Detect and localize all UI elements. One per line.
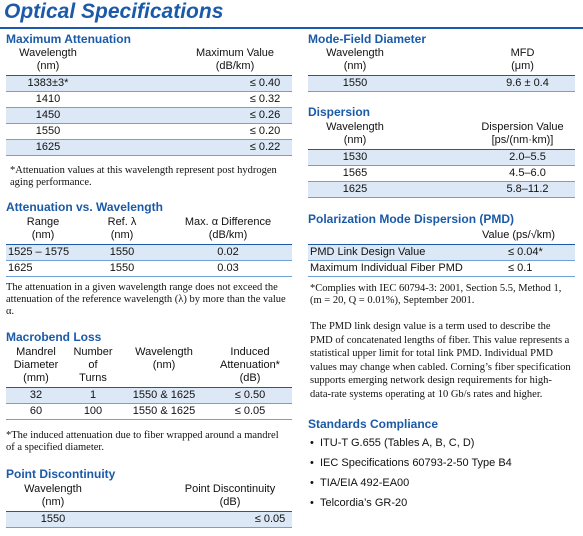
table-row: 1625 1550 0.03 bbox=[6, 260, 292, 277]
table-row: 1565 4.5–6.0 bbox=[308, 165, 575, 182]
col-header-ref: Ref. λ (nm) bbox=[80, 216, 164, 245]
macrobend-loss-table: Mandrel Diameter (mm) Number of Turns Wavele… bbox=[6, 346, 292, 420]
list-item: • Telcordia’s GR-20 bbox=[310, 497, 408, 509]
point-discontinuity-table: Wavelength (nm) Point Discontinuity (dB) 1… bbox=[6, 483, 292, 528]
col-header-wavelength: Wavelength (nm) bbox=[308, 47, 402, 76]
title-divider bbox=[0, 27, 583, 29]
dispersion-heading: Dispersion bbox=[308, 105, 371, 119]
table-row: 60 100 1550 & 1625 ≤ 0.05 bbox=[6, 403, 292, 420]
macrobend-loss-heading: Macrobend Loss bbox=[6, 330, 102, 344]
dispersion-table: Wavelength (nm) Dispersion Value [ps/(nm·k… bbox=[308, 121, 575, 198]
col-header-value: Value (ps/√km) bbox=[482, 229, 575, 245]
pmd-paragraph: The PMD link design value is a term used… bbox=[310, 321, 571, 400]
col-header-max-value: Maximum Value (dB/km) bbox=[90, 47, 292, 76]
max-attenuation-heading: Maximum Attenuation bbox=[6, 32, 131, 46]
list-item: • ITU-T G.655 (Tables A, B, C, D) bbox=[310, 437, 475, 449]
table-row: PMD Link Design Value ≤ 0.04* bbox=[308, 244, 575, 261]
col-header-wavelength: Wavelength (nm) bbox=[6, 483, 100, 512]
table-row: 1525 – 1575 1550 0.02 bbox=[6, 244, 292, 261]
table-row: 32 1 1550 & 1625 ≤ 0.50 bbox=[6, 387, 292, 404]
col-header-point-discontinuity: Point Discontinuity (dB) bbox=[100, 483, 292, 512]
max-attenuation-table: Wavelength (nm) Maximum Value (dB/km) 1383… bbox=[6, 47, 292, 156]
list-item: • IEC Specifications 60793-2-50 Type B4 bbox=[310, 457, 512, 469]
table-row: 1625 5.8–11.2 bbox=[308, 181, 575, 198]
col-header-range: Range (nm) bbox=[6, 216, 80, 245]
page-title: Optical Specifications bbox=[4, 0, 224, 23]
pmd-note: *Complies with IEC 60794-3: 2001, Sectio… bbox=[310, 283, 562, 306]
pmd-table: Value (ps/√km) PMD Link Design Value ≤ 0.… bbox=[308, 229, 575, 277]
point-discontinuity-heading: Point Discontinuity bbox=[6, 467, 116, 481]
table-row: 1550 ≤ 0.20 bbox=[6, 123, 292, 140]
pmd-heading: Polarization Mode Dispersion (PMD) bbox=[308, 212, 515, 226]
col-header-dispersion-value: Dispersion Value [ps/(nm·km)] bbox=[402, 121, 575, 150]
table-row: Maximum Individual Fiber PMD ≤ 0.1 bbox=[308, 260, 575, 277]
col-header-mandrel-diameter: Mandrel Diameter (mm) bbox=[6, 346, 66, 388]
atten-vs-wavelength-heading: Attenuation vs. Wavelength bbox=[6, 200, 163, 214]
col-header-number-of-turns: Number of Turns bbox=[66, 346, 120, 388]
col-header-induced-attenuation: Induced Attenuation* (dB) bbox=[208, 346, 292, 388]
standards-list: • ITU-T G.655 (Tables A, B, C, D) • IEC Sp… bbox=[310, 433, 512, 513]
atten-vs-wavelength-table: Range (nm) Ref. λ (nm) Max. α Difference (d… bbox=[6, 216, 292, 277]
atten-vs-wavelength-note: The attenuation in a given wavelength ra… bbox=[6, 282, 286, 317]
max-attenuation-note: *Attenuation values at this wavelength r… bbox=[10, 165, 277, 188]
list-item: • TIA/EIA 492-EA00 bbox=[310, 477, 410, 489]
standards-heading: Standards Compliance bbox=[308, 417, 439, 431]
mfd-table: Wavelength (nm) MFD (μm) 1550 9.6 ± 0.4 bbox=[308, 47, 575, 92]
table-row: 1550 9.6 ± 0.4 bbox=[308, 75, 575, 92]
col-header-wavelength: Wavelength (nm) bbox=[120, 346, 208, 388]
mfd-heading: Mode-Field Diameter bbox=[308, 32, 427, 46]
col-header-mfd: MFD (μm) bbox=[402, 47, 575, 76]
table-row: 1450 ≤ 0.26 bbox=[6, 107, 292, 124]
col-header-wavelength: Wavelength (nm) bbox=[6, 47, 90, 76]
table-row: 1530 2.0–5.5 bbox=[308, 149, 575, 166]
col-header-wavelength: Wavelength (nm) bbox=[308, 121, 402, 150]
macrobend-loss-note: *The induced attenuation due to fiber wr… bbox=[6, 430, 279, 453]
col-header-max-diff: Max. α Difference (dB/km) bbox=[164, 216, 292, 245]
table-row: 1625 ≤ 0.22 bbox=[6, 139, 292, 156]
table-row: 1410 ≤ 0.32 bbox=[6, 91, 292, 108]
table-row: 1550 ≤ 0.05 bbox=[6, 511, 292, 528]
col-header-blank bbox=[308, 229, 482, 245]
table-row: 1383±3* ≤ 0.40 bbox=[6, 75, 292, 92]
